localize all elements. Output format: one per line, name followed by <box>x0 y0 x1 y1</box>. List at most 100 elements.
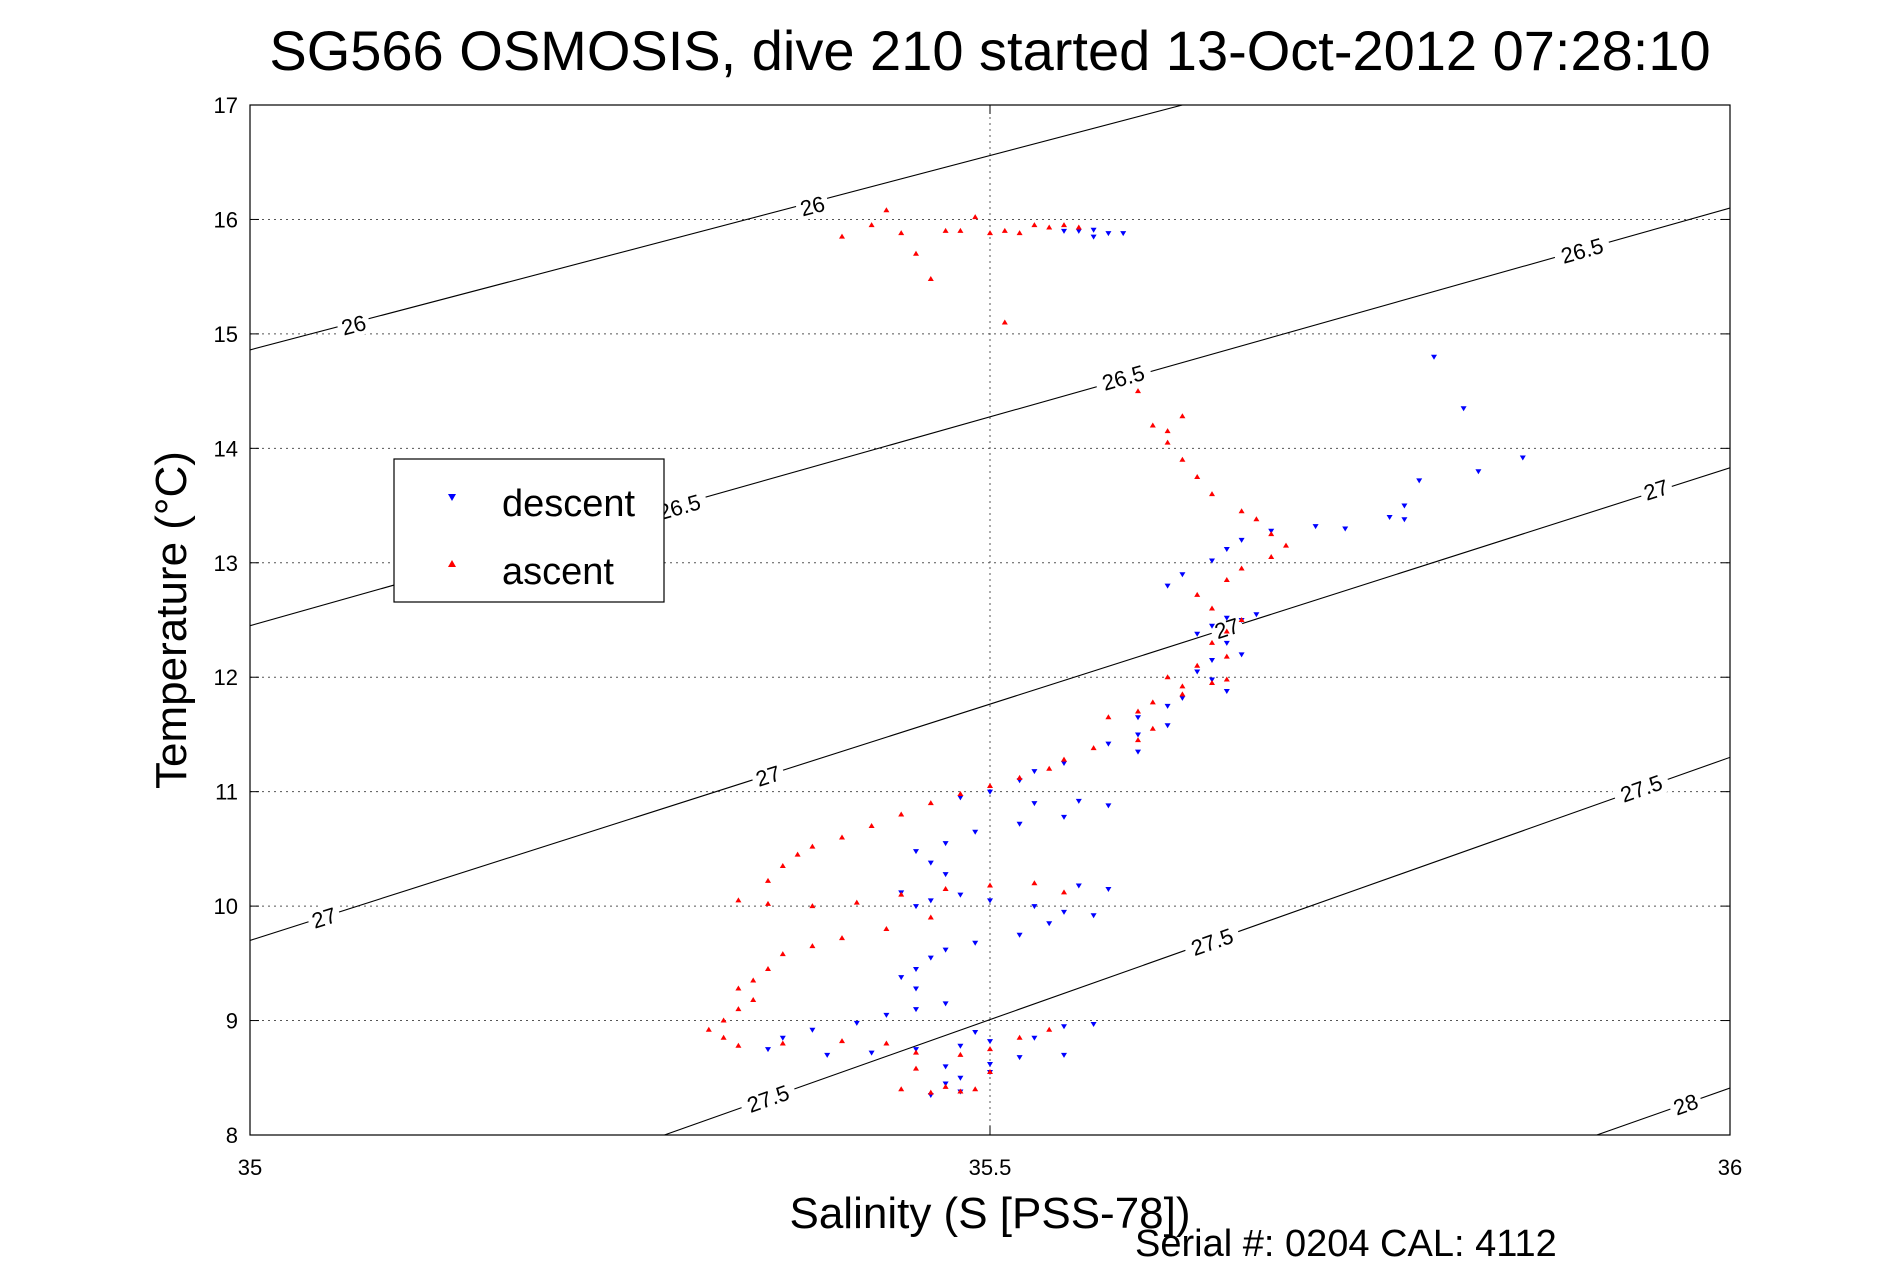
ascent-point <box>913 1065 919 1071</box>
ascent-point <box>927 1089 934 1095</box>
descent-point <box>1075 883 1082 889</box>
ascent-point <box>927 914 934 920</box>
contour-label-bg <box>793 190 831 222</box>
ascent-point <box>1268 531 1275 537</box>
descent-point <box>913 849 919 855</box>
descent-point <box>1090 1021 1097 1027</box>
ascent-point <box>720 1034 727 1040</box>
ascent-point <box>1016 1034 1023 1040</box>
descent-point <box>1061 761 1067 767</box>
descent-point <box>853 1020 860 1026</box>
descent-point <box>1031 801 1038 807</box>
ascent-point <box>794 851 801 857</box>
ascent-point <box>839 935 845 941</box>
ascent-point <box>1194 473 1201 479</box>
y-tick-label: 17 <box>214 93 238 118</box>
ascent-point <box>972 214 979 220</box>
contour-label-group: 27.5 <box>1181 920 1243 963</box>
descent-point <box>1164 703 1171 709</box>
ascent-point <box>957 1088 964 1094</box>
ascent-point <box>1179 683 1186 689</box>
descent-point <box>1046 921 1053 927</box>
descent-point <box>927 898 934 904</box>
ascent-point <box>987 882 993 888</box>
descent-point <box>1105 741 1112 747</box>
descent-point <box>1401 503 1408 509</box>
descent-point <box>913 1007 919 1013</box>
contour-label-bg <box>1610 767 1672 809</box>
descent-point <box>1061 228 1067 234</box>
ascent-point <box>957 1051 964 1057</box>
ascent-point <box>735 985 742 991</box>
descent-point <box>972 940 979 946</box>
ascent-point <box>1194 662 1201 668</box>
descent-point <box>1031 1035 1038 1041</box>
descent-point <box>927 955 934 961</box>
ascent-point <box>1253 516 1260 522</box>
descent-point <box>883 1012 890 1018</box>
descent-point <box>1475 469 1482 475</box>
ascent-point <box>1149 725 1156 731</box>
y-tick-label: 14 <box>214 436 238 461</box>
x-axis-label: Salinity (S [PSS-78]) <box>789 1189 1190 1238</box>
descent-point <box>1401 517 1408 523</box>
x-tick-label: 36 <box>1718 1155 1742 1180</box>
x-tick-label: 35.5 <box>969 1155 1012 1180</box>
ascent-point <box>1046 1026 1053 1032</box>
ascent-point <box>735 1006 742 1012</box>
contour-label-bg <box>335 309 373 341</box>
ascent-point <box>1135 388 1141 394</box>
contour-label-bg <box>1551 231 1613 270</box>
descent-point <box>942 872 949 878</box>
descent-point <box>1223 547 1230 553</box>
descent-point <box>1031 904 1038 910</box>
descent-point <box>1135 732 1141 738</box>
data-points <box>705 207 1526 1098</box>
descent-point <box>972 829 979 835</box>
descent-point <box>1075 798 1082 804</box>
descent-point <box>809 1027 816 1033</box>
descent-point <box>1016 1055 1023 1061</box>
descent-point <box>1105 803 1112 809</box>
ascent-point <box>1223 653 1230 659</box>
legend-box <box>393 458 665 603</box>
descent-point <box>1194 669 1201 675</box>
legend-ascent-marker <box>448 560 456 567</box>
descent-point <box>1016 821 1023 827</box>
ascent-point <box>1061 889 1067 895</box>
ascent-point <box>735 897 742 903</box>
descent-point <box>913 967 919 973</box>
ascent-point <box>1179 413 1186 419</box>
ascent-point <box>898 811 905 817</box>
ascent-point <box>1209 605 1215 611</box>
ascent-point <box>779 951 786 957</box>
y-tick-label: 10 <box>214 894 238 919</box>
ascent-point <box>987 230 993 236</box>
ascent-point <box>1016 230 1023 236</box>
ascent-point <box>1061 756 1067 762</box>
descent-point <box>1194 631 1201 637</box>
ascent-point <box>1164 439 1171 445</box>
ascent-point <box>750 977 757 983</box>
legend-descent-label: descent <box>502 483 636 525</box>
descent-point <box>1164 723 1171 729</box>
descent-point <box>1061 814 1067 820</box>
ascent-point <box>1209 679 1215 685</box>
legend-descent-marker <box>448 494 456 501</box>
descent-point <box>1135 749 1141 755</box>
descent-point <box>1135 715 1141 721</box>
contour-label-group: 26 <box>793 190 831 222</box>
descent-point <box>868 1050 875 1056</box>
descent-point <box>942 1001 949 1007</box>
descent-point <box>1238 652 1245 658</box>
ascent-point <box>1001 319 1008 325</box>
ascent-point <box>1179 691 1186 697</box>
ascent-point <box>927 800 934 806</box>
y-tick-label: 13 <box>214 551 238 576</box>
ascent-point <box>705 1026 712 1032</box>
descent-point <box>898 975 905 981</box>
descent-point <box>913 904 919 910</box>
ascent-point <box>1031 222 1038 228</box>
descent-point <box>913 986 919 992</box>
